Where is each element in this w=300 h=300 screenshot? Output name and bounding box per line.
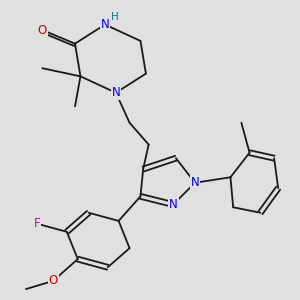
Text: O: O [38,23,47,37]
Text: N: N [169,198,178,211]
Text: N: N [112,86,120,99]
Text: O: O [49,274,58,287]
Text: N: N [100,18,109,31]
Text: N: N [190,176,200,189]
Text: F: F [34,217,40,230]
Text: H: H [111,12,119,22]
